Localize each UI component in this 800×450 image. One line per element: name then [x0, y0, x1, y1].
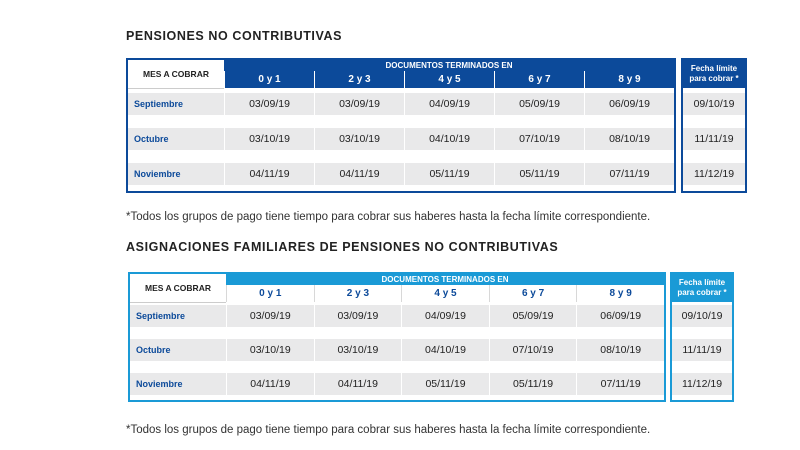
column-header: 4 y 5: [404, 71, 494, 88]
month-label: Septiembre: [134, 99, 184, 109]
date-cell: 05/11/19: [494, 163, 584, 185]
table-row: Noviembre 04/11/19 04/11/19 05/11/19 05/…: [130, 373, 664, 395]
date-cell: 04/11/19: [224, 163, 314, 185]
deadline-cell: 11/12/19: [683, 163, 745, 185]
month-label: Septiembre: [136, 311, 186, 321]
date-cell: 03/10/19: [313, 339, 402, 361]
date-cell: 03/10/19: [224, 128, 314, 150]
date-cell: 08/10/19: [576, 339, 664, 361]
date-cell: 04/11/19: [226, 373, 314, 395]
payment-schedule-table: MES A COBRAR DOCUMENTOS TERMINADOS EN 0 …: [126, 58, 676, 193]
date-cell: 04/11/19: [314, 163, 404, 185]
deadline-cell: 11/11/19: [672, 339, 732, 361]
column-header: 2 y 3: [314, 71, 404, 88]
date-cell: 04/11/19: [313, 373, 402, 395]
date-cell: 03/09/19: [314, 93, 404, 115]
mes-header: MES A COBRAR: [128, 60, 224, 89]
date-cell: 03/09/19: [224, 93, 314, 115]
date-cell: 07/10/19: [488, 339, 577, 361]
deadline-table: Fecha límite para cobrar * 09/10/19 11/1…: [681, 58, 747, 193]
deadline-header-line1: Fecha límite: [678, 278, 726, 287]
deadline-header-line2: para cobrar *: [677, 288, 727, 297]
column-header: 0 y 1: [226, 285, 314, 302]
document-columns: 0 y 1 2 y 3 4 y 5 6 y 7 8 y 9: [224, 71, 674, 88]
deadline-header-line1: Fecha límite: [690, 64, 738, 73]
date-cell: 04/10/19: [401, 339, 489, 361]
footnote: *Todos los grupos de pago tiene tiempo p…: [126, 211, 651, 223]
mes-header: MES A COBRAR: [130, 274, 226, 303]
deadline-cell: 09/10/19: [683, 93, 745, 115]
column-header: 4 y 5: [401, 285, 489, 302]
table-row: Septiembre 03/09/19 03/09/19 04/09/19 05…: [128, 93, 674, 115]
document-columns: 0 y 1 2 y 3 4 y 5 6 y 7 8 y 9: [226, 285, 664, 302]
deadline-header-line2: para cobrar *: [689, 74, 739, 83]
deadline-cell: 11/11/19: [683, 128, 745, 150]
month-label: Noviembre: [134, 169, 181, 179]
payment-schedule-table: MES A COBRAR DOCUMENTOS TERMINADOS EN 0 …: [128, 272, 666, 402]
date-cell: 05/11/19: [404, 163, 494, 185]
table-row: Septiembre 03/09/19 03/09/19 04/09/19 05…: [130, 305, 664, 327]
section-title-pensiones: PENSIONES NO CONTRIBUTIVAS: [126, 29, 343, 43]
date-cell: 06/09/19: [584, 93, 674, 115]
column-header: 2 y 3: [313, 285, 402, 302]
column-header: 6 y 7: [488, 285, 577, 302]
date-cell: 03/10/19: [314, 128, 404, 150]
date-cell: 07/10/19: [494, 128, 584, 150]
date-cell: 06/09/19: [576, 305, 664, 327]
date-cell: 04/09/19: [404, 93, 494, 115]
column-header: 0 y 1: [224, 71, 314, 88]
date-cell: 03/09/19: [226, 305, 314, 327]
date-cell: 05/09/19: [488, 305, 577, 327]
deadline-cell: 11/12/19: [672, 373, 732, 395]
date-cell: 04/10/19: [404, 128, 494, 150]
month-label: Octubre: [136, 345, 171, 355]
section-title-asignaciones: ASIGNACIONES FAMILIARES DE PENSIONES NO …: [126, 240, 559, 254]
documents-header: DOCUMENTOS TERMINADOS EN: [226, 274, 664, 285]
date-cell: 07/11/19: [576, 373, 664, 395]
column-header: 8 y 9: [576, 285, 664, 302]
date-cell: 03/10/19: [226, 339, 314, 361]
month-label: Noviembre: [136, 379, 183, 389]
month-label: Octubre: [134, 134, 169, 144]
table-row: Noviembre 04/11/19 04/11/19 05/11/19 05/…: [128, 163, 674, 185]
table-row: Octubre 03/10/19 03/10/19 04/10/19 07/10…: [130, 339, 664, 361]
date-cell: 03/09/19: [313, 305, 402, 327]
column-header: 8 y 9: [584, 71, 674, 88]
documents-header: DOCUMENTOS TERMINADOS EN: [224, 60, 674, 71]
footnote: *Todos los grupos de pago tiene tiempo p…: [126, 424, 651, 436]
date-cell: 08/10/19: [584, 128, 674, 150]
date-cell: 07/11/19: [584, 163, 674, 185]
date-cell: 05/11/19: [401, 373, 489, 395]
date-cell: 04/09/19: [401, 305, 489, 327]
date-cell: 05/11/19: [488, 373, 577, 395]
column-header: 6 y 7: [494, 71, 584, 88]
date-cell: 05/09/19: [494, 93, 584, 115]
deadline-header: Fecha límite para cobrar *: [672, 274, 732, 302]
deadline-table: Fecha límite para cobrar * 09/10/19 11/1…: [670, 272, 734, 402]
deadline-cell: 09/10/19: [672, 305, 732, 327]
deadline-header: Fecha límite para cobrar *: [683, 60, 745, 88]
table-row: Octubre 03/10/19 03/10/19 04/10/19 07/10…: [128, 128, 674, 150]
